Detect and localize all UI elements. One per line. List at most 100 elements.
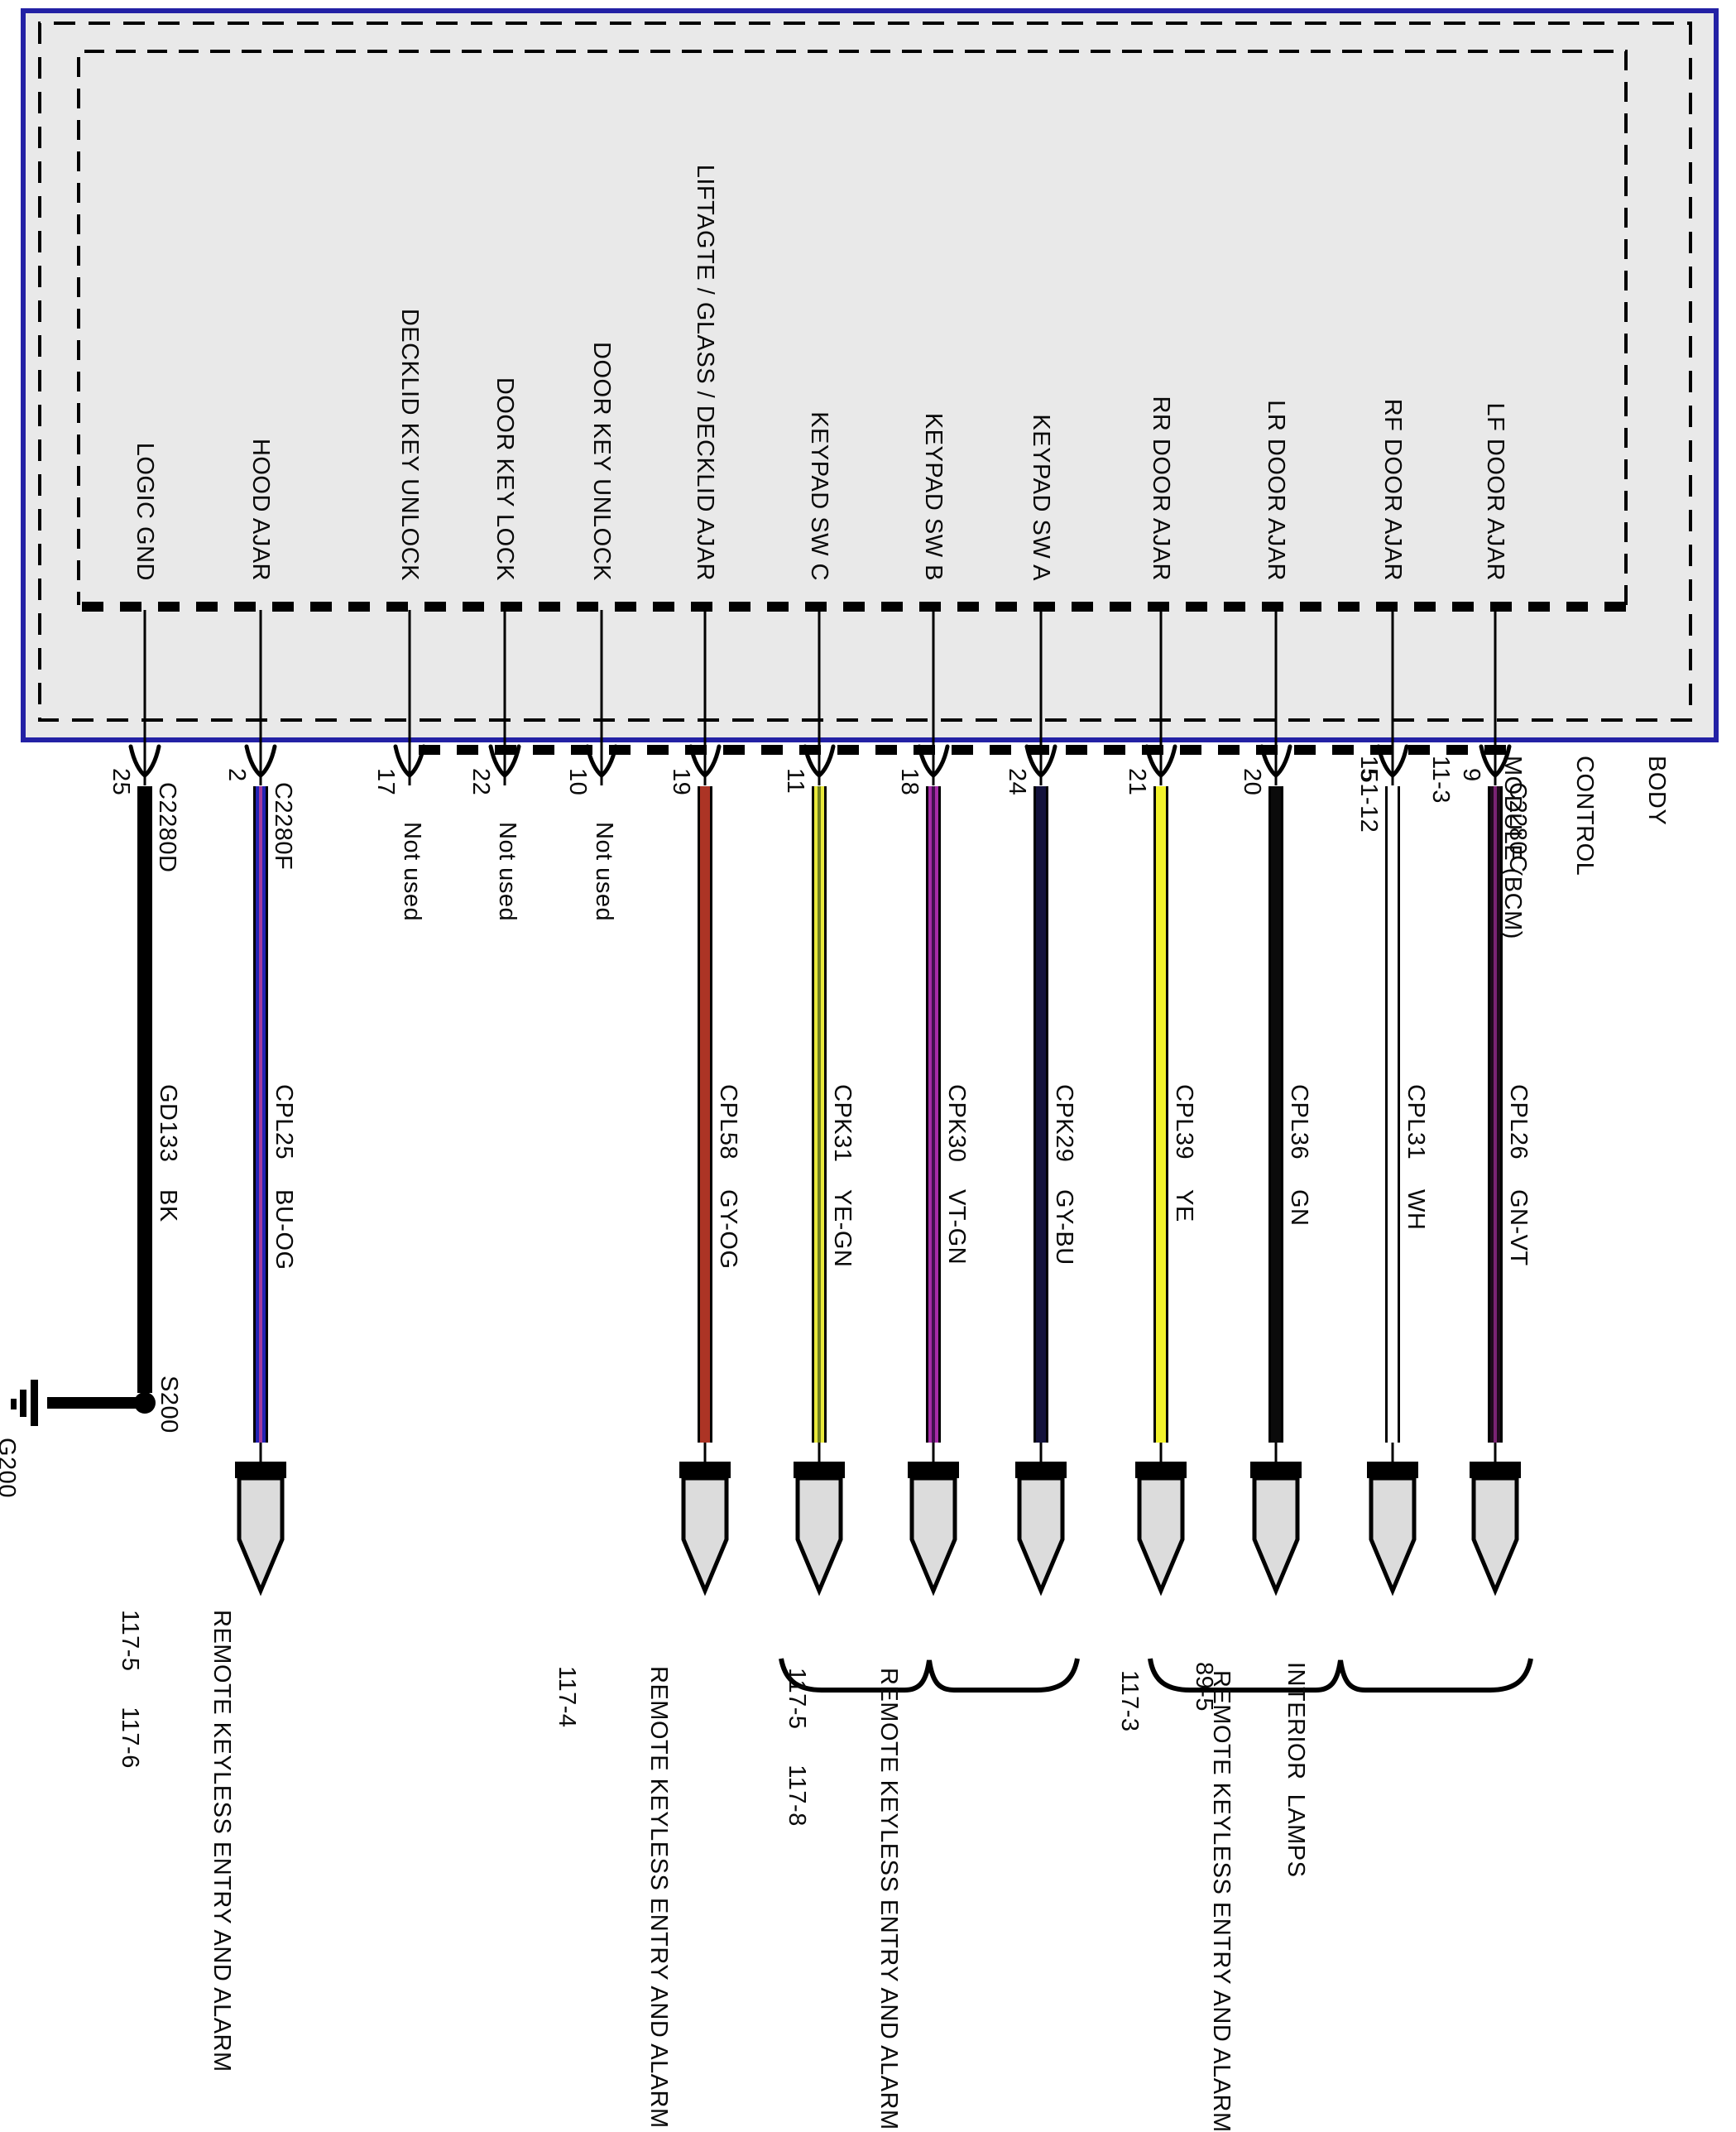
signal-label: LR DOOR AJAR (1263, 400, 1289, 581)
destination-ref: 117-5 117-8 (784, 1668, 810, 1827)
signal-label: DOOR KEY UNLOCK (588, 342, 615, 581)
module-label-line: BODY (1643, 756, 1670, 826)
connector-pin-symbol (1470, 1462, 1521, 1597)
connector-pin-symbol (235, 1462, 286, 1597)
signal-label: LIFTAGTE / GLASS / DECKLID AJAR (692, 164, 718, 581)
destination-ref: 89-5 (1191, 1662, 1217, 1712)
color-code-label: GY-BU (1051, 1189, 1077, 1265)
ground-label: G200 10-5 (0, 1438, 70, 1498)
module-label-line: CONTROL (1571, 756, 1598, 876)
connector-pin-symbol (1250, 1462, 1302, 1597)
wire-label: CPL36 GN (1284, 1084, 1314, 1357)
connector-pin-symbols (235, 1462, 1521, 1597)
pin-number: 17 (372, 768, 399, 796)
destination-label: REMOTE KEYLESS ENTRY AND ALARM 117-4 (490, 1666, 735, 2129)
connector-pin-symbol (794, 1462, 845, 1597)
module-label-line: MODULE (BCM) (1499, 756, 1526, 939)
signal-label: RR DOOR AJAR (1148, 396, 1174, 581)
destination-name: REMOTE KEYLESS ENTRY AND ALARM (645, 1666, 672, 2129)
destination-label: INTERIOR LAMPS 89-5 (1127, 1662, 1372, 1878)
module-label-line: 151-12 (1355, 756, 1382, 833)
wire-label: CPK31 YE-GN (827, 1084, 857, 1357)
signal-label: KEYPAD SW B (920, 412, 947, 581)
ground-icon (11, 1380, 156, 1426)
pin-number: 24 (1004, 768, 1030, 796)
signal-label: KEYPAD SW C (806, 411, 832, 581)
pin-number: 25 (108, 768, 134, 796)
wire-stripe (703, 786, 707, 1443)
color-code-label: VT-GN (943, 1189, 970, 1265)
signal-label: DOOR KEY LOCK (492, 377, 518, 581)
wire-stubs (259, 1443, 1497, 1463)
destination-name: REMOTE KEYLESS ENTRY AND ALARM (209, 1610, 235, 2072)
wire-cpl39 (1153, 786, 1168, 1443)
wire-stripe (1159, 786, 1163, 1443)
pin-number: 18 (896, 768, 923, 796)
wire-label: GD133 BK (153, 1084, 183, 1357)
circuit-label: CPL26 (1505, 1084, 1532, 1160)
wire-cpk31 (812, 786, 827, 1443)
circuit-label: GD133 (155, 1084, 181, 1163)
destination-label: REMOTE KEYLESS ENTRY AND ALARM 117-5 117… (53, 1610, 298, 2072)
wire-stripe (1039, 786, 1043, 1443)
not-used-label: Not used (494, 822, 520, 922)
wire-label: CPL31 WH (1401, 1084, 1431, 1357)
destination-name: INTERIOR LAMPS (1283, 1662, 1309, 1878)
pin-arrow-icons (128, 744, 1512, 778)
connector-pin-symbol (1015, 1462, 1067, 1597)
pin-number: 20 (1239, 768, 1265, 796)
wire-label: CPL39 YE (1169, 1084, 1199, 1357)
pin-number: 11 (782, 768, 808, 795)
splice-label: S200 (156, 1376, 182, 1433)
wire-label: CPK30 VT-GN (942, 1084, 971, 1357)
color-code-label: GY-OG (715, 1189, 741, 1270)
outer-dashed-border (38, 22, 1692, 722)
wire-cpk30 (926, 786, 941, 1443)
wire-stripe (818, 786, 821, 1443)
circuit-label: CPL25 (271, 1084, 297, 1160)
module-label: BODY CONTROL MODULE (BCM) 11-3 151-12 (1308, 756, 1716, 939)
brace-keypad-group (779, 1658, 1080, 1693)
connector-label: C2280F (270, 782, 296, 871)
signal-label: KEYPAD SW A (1028, 414, 1054, 581)
signal-label: LOGIC GND (132, 442, 158, 581)
signal-label: RF DOOR AJAR (1379, 398, 1406, 581)
wire-stripe (932, 786, 935, 1443)
pin-number: 21 (1124, 768, 1150, 796)
ground-id: G200 (0, 1438, 20, 1498)
connector-pin-symbol (1135, 1462, 1187, 1597)
circuit-label: CPL36 (1286, 1084, 1312, 1160)
color-code-label: YE-GN (829, 1189, 856, 1268)
wire-label: CPL25 BU-OG (269, 1084, 299, 1357)
signal-label: HOOD AJAR (247, 438, 274, 581)
color-code-label: GN-VT (1505, 1189, 1532, 1266)
pin-number: 19 (668, 768, 694, 796)
wire-cpk29 (1033, 786, 1048, 1443)
not-used-label: Not used (591, 822, 617, 922)
inner-dashed-border (77, 50, 1628, 605)
module-label-line: 11-3 (1427, 756, 1454, 804)
signal-label: LF DOOR AJAR (1482, 402, 1508, 582)
color-code-label: GN (1286, 1189, 1312, 1227)
connector-pin-symbol (1367, 1462, 1418, 1597)
color-code-label: BU-OG (271, 1189, 297, 1270)
pin-number: 2 (223, 768, 250, 782)
connector-label: C2280D (154, 782, 180, 873)
wire-cpl25 (253, 786, 268, 1443)
brace-door-ajar-group (1148, 1658, 1533, 1693)
destination-label: REMOTE KEYLESS ENTRY AND ALARM 117-5 117… (720, 1668, 965, 2130)
connector-pin-symbol (679, 1462, 731, 1597)
wire-cpl36 (1268, 786, 1283, 1443)
pin-number: 22 (468, 768, 494, 796)
pin-number: 10 (564, 768, 591, 796)
wire-cpl58 (698, 786, 712, 1443)
wire-label: CPL58 GY-OG (713, 1084, 743, 1357)
color-code-label: YE (1171, 1189, 1197, 1222)
destination-name: REMOTE KEYLESS ENTRY AND ALARM (875, 1668, 902, 2130)
pin-lead-wires (143, 610, 1497, 785)
wire-stripe (1274, 786, 1278, 1443)
color-code-label: WH (1403, 1189, 1429, 1231)
destination-ref: 117-5 117-6 (117, 1610, 143, 1769)
